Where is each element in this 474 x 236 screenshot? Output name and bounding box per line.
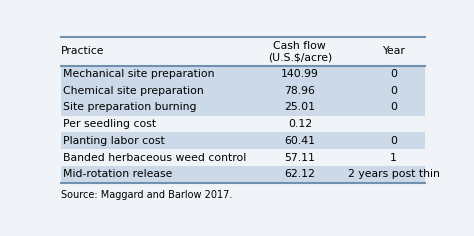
Text: Source: Maggard and Barlow 2017.: Source: Maggard and Barlow 2017.	[61, 190, 232, 200]
Text: Year: Year	[382, 46, 405, 56]
Bar	[61, 166, 425, 183]
Text: Cash flow
(U.S.$/acre): Cash flow (U.S.$/acre)	[268, 41, 332, 62]
Text: Site preparation burning: Site preparation burning	[63, 102, 196, 112]
Text: Mid-rotation release: Mid-rotation release	[63, 169, 172, 179]
Bar	[61, 132, 425, 149]
Text: 78.96: 78.96	[284, 86, 315, 96]
Bar	[61, 66, 425, 82]
Text: 0: 0	[390, 86, 397, 96]
Text: 0: 0	[390, 136, 397, 146]
Text: 0.12: 0.12	[288, 119, 312, 129]
Text: Chemical site preparation: Chemical site preparation	[63, 86, 204, 96]
Text: 62.12: 62.12	[284, 169, 315, 179]
Text: 140.99: 140.99	[281, 69, 319, 79]
Text: 57.11: 57.11	[284, 152, 315, 163]
Text: 0: 0	[390, 102, 397, 112]
Text: 60.41: 60.41	[284, 136, 315, 146]
Text: 25.01: 25.01	[284, 102, 315, 112]
Text: 1: 1	[390, 152, 397, 163]
Text: Practice: Practice	[61, 46, 105, 56]
Text: 2 years post thin: 2 years post thin	[347, 169, 439, 179]
Text: 0: 0	[390, 69, 397, 79]
Text: Banded herbaceous weed control: Banded herbaceous weed control	[63, 152, 246, 163]
Text: Planting labor cost: Planting labor cost	[63, 136, 164, 146]
Bar	[61, 82, 425, 99]
Text: Per seedling cost: Per seedling cost	[63, 119, 156, 129]
Text: Mechanical site preparation: Mechanical site preparation	[63, 69, 214, 79]
Bar	[61, 99, 425, 116]
